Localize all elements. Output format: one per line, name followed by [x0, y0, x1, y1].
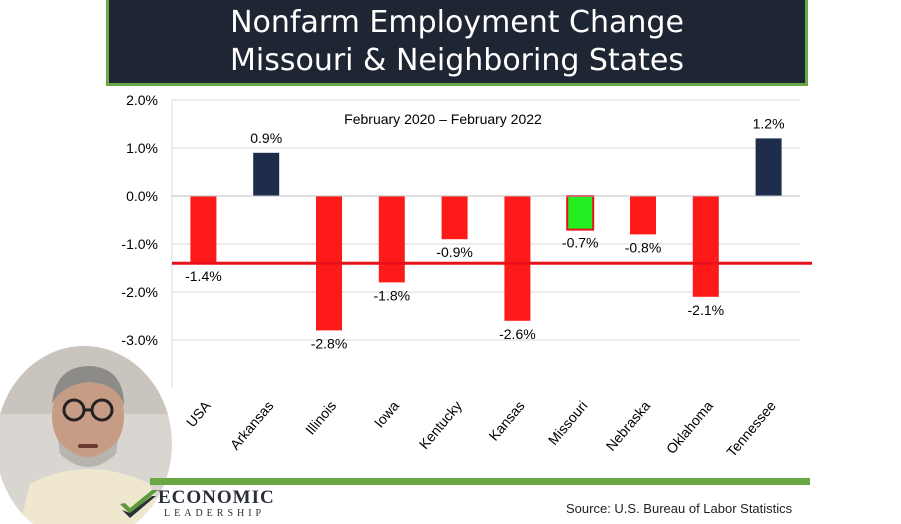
data-label-nebraska: -0.8%	[625, 239, 662, 255]
data-label-usa: -1.4%	[185, 268, 222, 284]
bar-oklahoma	[692, 196, 719, 297]
x-tick-label: Missouri	[545, 398, 591, 448]
checkmark-logo-icon	[120, 490, 158, 518]
x-tick-label: USA	[183, 397, 214, 430]
chart-subtitle: February 2020 – February 2022	[344, 111, 542, 127]
bar-arkansas	[253, 152, 280, 196]
x-tick-label: Kansas	[485, 398, 527, 444]
bar-tennessee	[755, 138, 782, 196]
logo-text-economic: ECONOMIC	[158, 487, 275, 508]
x-tick-label: Arkansas	[227, 398, 277, 453]
data-label-kentucky: -0.9%	[436, 244, 473, 260]
bar-usa	[190, 196, 217, 264]
y-tick-label: -1.0%	[121, 236, 158, 252]
presenter-video	[0, 346, 172, 524]
data-label-tennessee: 1.2%	[753, 115, 785, 131]
title-line-2: Missouri & Neighboring States	[230, 43, 684, 78]
x-tick-label: Oklahoma	[663, 397, 716, 456]
bar-kansas	[504, 196, 531, 321]
y-tick-label: 2.0%	[126, 92, 158, 108]
y-tick-label: -2.0%	[121, 284, 158, 300]
data-label-iowa: -1.8%	[374, 287, 411, 303]
x-tick-label: Nebraska	[603, 397, 654, 453]
bar-iowa	[378, 196, 405, 283]
data-label-kansas: -2.6%	[499, 326, 536, 342]
x-tick-label: Iowa	[371, 397, 402, 430]
logo-text-leadership: LEADERSHIP	[164, 508, 266, 519]
chart-title-banner: Nonfarm Employment Change Missouri & Nei…	[106, 0, 808, 86]
footer-accent-bar	[150, 478, 810, 485]
source-note: Source: U.S. Bureau of Labor Statistics	[566, 501, 793, 516]
x-tick-label: Illinois	[302, 398, 339, 438]
x-tick-label: Tennessee	[723, 397, 779, 459]
economic-leadership-logo: ECONOMIC LEADERSHIP	[118, 486, 288, 520]
title-line-1: Nonfarm Employment Change	[230, 5, 684, 40]
y-tick-label: -3.0%	[121, 332, 158, 348]
data-label-oklahoma: -2.1%	[688, 302, 725, 318]
y-tick-label: 0.0%	[126, 188, 158, 204]
x-tick-label: Kentucky	[416, 398, 465, 452]
data-label-arkansas: 0.9%	[250, 130, 282, 146]
bar-nebraska	[630, 196, 656, 235]
bar-missouri	[566, 195, 595, 231]
data-label-missouri: -0.7%	[562, 235, 599, 251]
y-tick-label: 1.0%	[126, 140, 158, 156]
data-label-illinois: -2.8%	[311, 335, 348, 351]
bar-kentucky	[441, 196, 468, 240]
